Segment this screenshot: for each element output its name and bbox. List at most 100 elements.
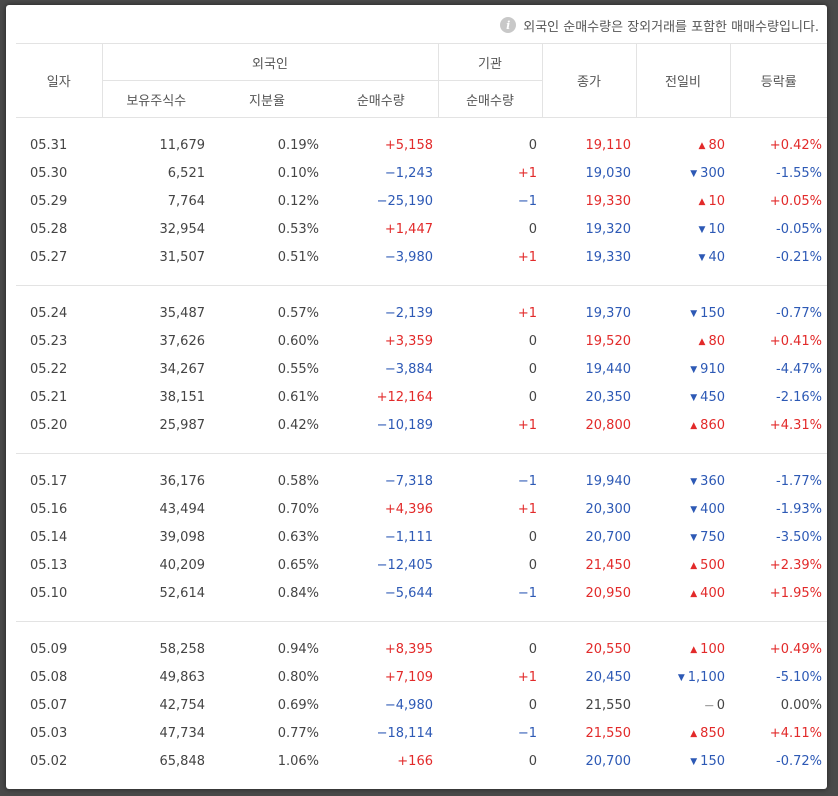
cell-date: 05.22 (30, 361, 68, 377)
cell-foreign-net: +1,447 (384, 221, 433, 237)
cell-change: ▼ 40 (636, 243, 730, 271)
cell-holdings: 40,209 (159, 557, 206, 573)
cell-close: 20,950 (585, 585, 632, 601)
cell-rate: +0.05% (769, 193, 822, 209)
down-triangle-icon: ▼ (690, 504, 698, 515)
cell-rate: +0.49% (769, 641, 822, 657)
table-row: 05.29 7,764 0.12% −25,190 −1 19,330 ▲ 10 +0.05% (16, 187, 827, 215)
table-row: 05.03 47,734 0.77% −18,114 −1 21,550 ▲ 850 +4.11… (16, 719, 827, 747)
cell-holdings: 36,176 (159, 473, 206, 489)
cell-ratio: 0.57% (277, 305, 319, 321)
cell-inst-net: 0 (528, 361, 537, 377)
down-triangle-icon: ▼ (690, 168, 698, 179)
down-triangle-icon: ▼ (698, 224, 706, 235)
cell-close: 21,550 (585, 697, 632, 713)
cell-close: 19,110 (585, 137, 632, 153)
cell-rate: +0.41% (769, 333, 822, 349)
cell-rate: -1.55% (776, 165, 822, 181)
cell-change: ▲ 860 (636, 411, 730, 439)
table-row: 05.21 38,151 0.61% +12,164 0 20,350 ▼ 450 -2.16% (16, 383, 827, 411)
cell-holdings: 32,954 (159, 221, 206, 237)
cell-holdings: 31,507 (159, 249, 206, 265)
change-value: 10 (708, 193, 725, 209)
cell-close: 20,800 (585, 417, 632, 433)
cell-ratio: 0.70% (277, 501, 319, 517)
cell-change: ▲ 500 (636, 551, 730, 579)
cell-ratio: 0.55% (277, 361, 319, 377)
table-row: 05.24 35,487 0.57% −2,139 +1 19,370 ▼ 150 -0.77% (16, 299, 827, 327)
cell-inst-net: +1 (517, 669, 537, 685)
notice: i 외국인 순매수량은 장외거래를 포함한 매매수량입니다. (500, 14, 819, 36)
investor-trading-panel: i 외국인 순매수량은 장외거래를 포함한 매매수량입니다. 일자 외국인 기관… (6, 5, 827, 789)
cell-ratio: 0.63% (277, 529, 319, 545)
cell-foreign-net: +8,395 (384, 641, 433, 657)
change-value: 860 (700, 417, 725, 433)
cell-close: 20,550 (585, 641, 632, 657)
change-value: 10 (708, 221, 725, 237)
table-row: 05.02 65,848 1.06% +166 0 20,700 ▼ 150 -0.72% (16, 747, 827, 775)
notice-text: 외국인 순매수량은 장외거래를 포함한 매매수량입니다. (523, 19, 819, 35)
cell-date: 05.10 (30, 585, 68, 601)
cell-rate: -0.21% (776, 249, 822, 265)
table-row: 05.23 37,626 0.60% +3,359 0 19,520 ▲ 80 +0.41% (16, 327, 827, 355)
table-row: 05.28 32,954 0.53% +1,447 0 19,320 ▼ 10 -0.05% (16, 215, 827, 243)
cell-foreign-net: −3,980 (384, 249, 433, 265)
cell-inst-net: +1 (517, 417, 537, 433)
down-triangle-icon: ▼ (690, 476, 698, 487)
cell-date: 05.21 (30, 389, 68, 405)
change-value: 150 (700, 305, 725, 321)
cell-rate: -5.10% (776, 669, 822, 685)
change-value: 40 (708, 249, 725, 265)
info-icon[interactable]: i (500, 17, 517, 33)
up-triangle-icon: ▲ (698, 140, 706, 151)
cell-ratio: 0.19% (277, 137, 319, 153)
cell-close: 20,300 (585, 501, 632, 517)
cell-inst-net: −1 (517, 585, 537, 601)
table-body: 05.31 11,679 0.19% +5,158 0 19,110 ▲ 80 +0.42% 05… (16, 118, 827, 789)
table-row: 05.08 49,863 0.80% +7,109 +1 20,450 ▼ 1,100 -5.1… (16, 663, 827, 691)
cell-close: 19,330 (585, 249, 632, 265)
cell-rate: +2.39% (769, 557, 822, 573)
cell-inst-net: 0 (528, 529, 537, 545)
cell-foreign-net: −1,111 (384, 529, 433, 545)
change-value: 80 (708, 137, 725, 153)
header-rate: 등락률 (729, 43, 827, 118)
cell-holdings: 43,494 (159, 501, 206, 517)
cell-rate: +4.11% (769, 725, 822, 741)
cell-date: 05.17 (30, 473, 68, 489)
cell-foreign-net: −2,139 (384, 305, 433, 321)
cell-foreign-net: −18,114 (376, 725, 433, 741)
cell-close: 19,030 (585, 165, 632, 181)
change-value: 910 (700, 361, 725, 377)
cell-rate: -2.16% (776, 389, 822, 405)
cell-change: ▲ 400 (636, 579, 730, 607)
cell-holdings: 47,734 (159, 725, 206, 741)
down-triangle-icon: ▼ (690, 308, 698, 319)
cell-ratio: 0.60% (277, 333, 319, 349)
change-value: 500 (700, 557, 725, 573)
table-row: 05.10 52,614 0.84% −5,644 −1 20,950 ▲ 400 +1.95% (16, 579, 827, 607)
cell-close: 19,370 (585, 305, 632, 321)
down-triangle-icon: ▼ (690, 364, 698, 375)
cell-ratio: 0.94% (277, 641, 319, 657)
cell-holdings: 11,679 (159, 137, 206, 153)
change-value: 850 (700, 725, 725, 741)
cell-rate: -0.72% (776, 753, 822, 769)
cell-ratio: 0.12% (277, 193, 319, 209)
change-value: 80 (708, 333, 725, 349)
cell-change: ▲ 80 (636, 131, 730, 159)
change-value: 450 (700, 389, 725, 405)
cell-foreign-net: −7,318 (384, 473, 433, 489)
cell-date: 05.29 (30, 193, 68, 209)
table-row: 05.20 25,987 0.42% −10,189 +1 20,800 ▲ 860 +4.31… (16, 411, 827, 439)
table-row: 05.31 11,679 0.19% +5,158 0 19,110 ▲ 80 +0.42% (16, 131, 827, 159)
cell-close: 20,450 (585, 669, 632, 685)
cell-change: ▼ 360 (636, 467, 730, 495)
up-triangle-icon: ▲ (690, 420, 698, 431)
cell-ratio: 0.53% (277, 221, 319, 237)
cell-holdings: 34,267 (159, 361, 206, 377)
cell-change: ▼ 750 (636, 523, 730, 551)
cell-rate: 0.00% (780, 697, 822, 713)
up-triangle-icon: ▲ (690, 588, 698, 599)
cell-rate: -3.50% (776, 529, 822, 545)
